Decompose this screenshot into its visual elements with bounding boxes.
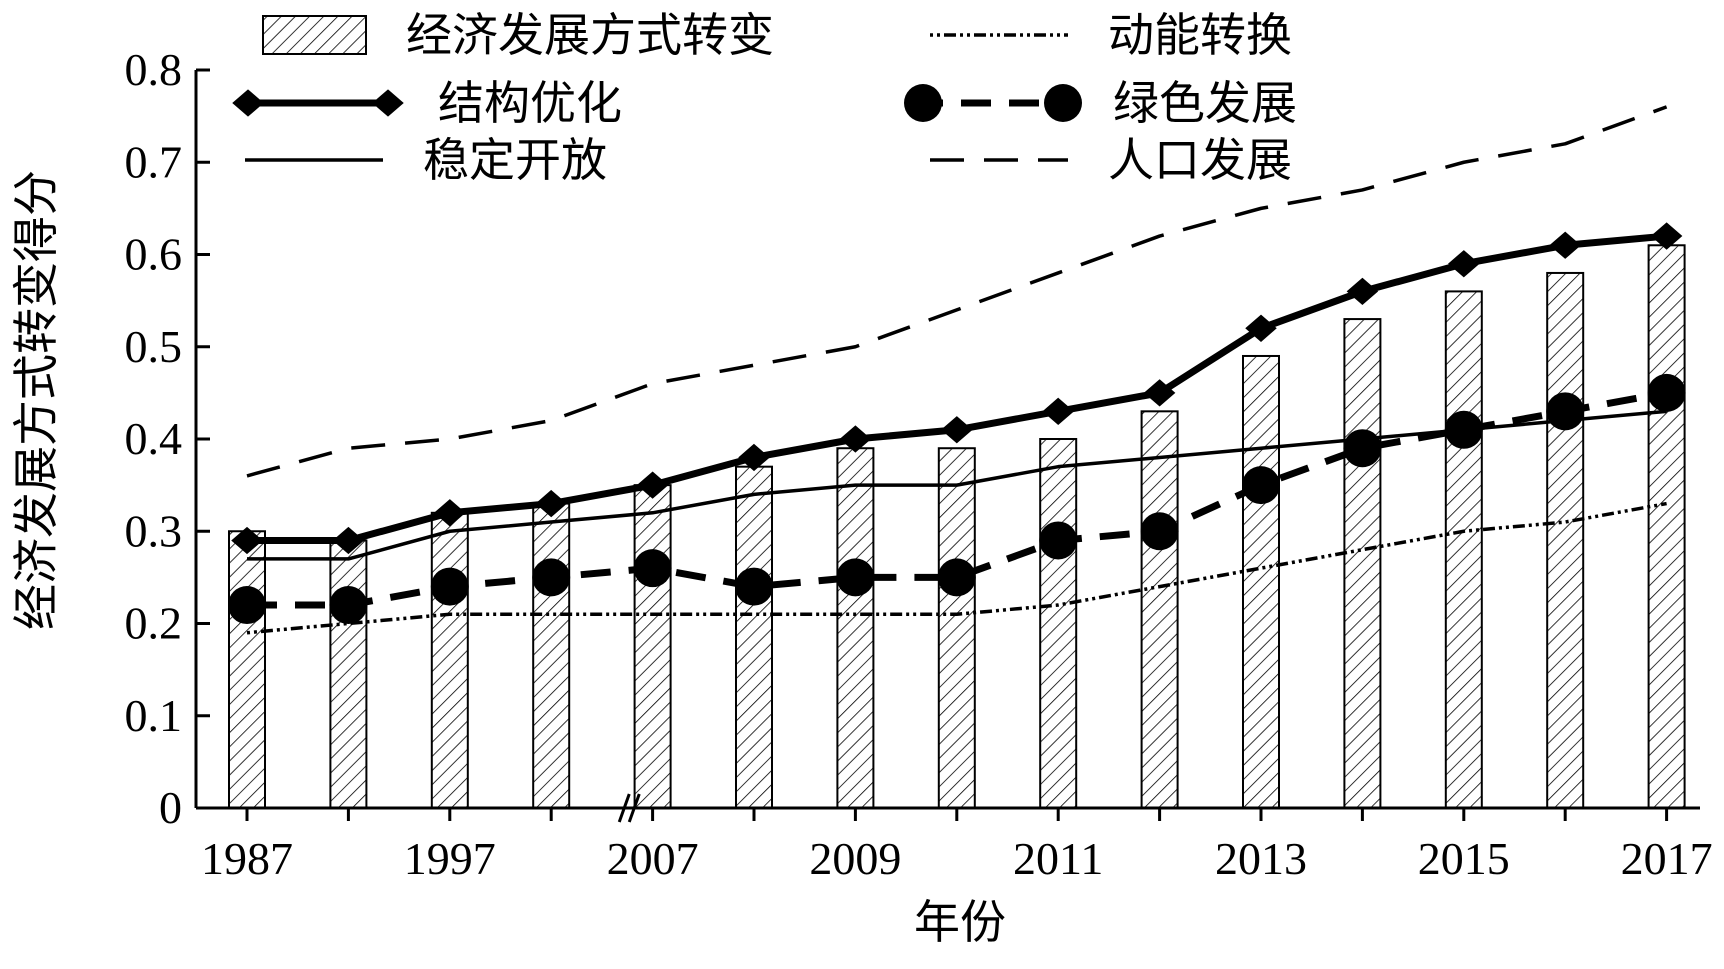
bar-2017 [1647,244,1686,809]
bar-1997 [430,511,469,809]
legend-label-6: 人口发展 [1108,135,1292,186]
x-tick-label-2011: 2011 [1013,833,1103,884]
y-axis-title: 经济发展方式转变得分 [11,170,62,630]
series-line-1 [246,501,1667,635]
bar-1987 [228,530,266,809]
series-2-point-2015 [1448,250,1480,278]
bar-1992 [329,539,368,809]
series-3-point-1987 [228,586,266,625]
legend-marker-4a [904,84,942,122]
series-2-point-2009 [839,425,872,453]
y-tick-label-0.6: 0.6 [125,229,183,280]
series-2-point-2008 [738,443,770,472]
legend-marker-3b [372,89,404,117]
legend-label-1: 经济发展方式转变 [406,10,774,61]
bar-2016 [1546,271,1585,809]
series-2-point-2007 [636,471,669,499]
axis-break-mark-1 [617,793,631,823]
series-3-point-2009 [836,558,875,597]
y-tick-label-0.1: 0.1 [125,690,183,741]
series-3-point-2012 [1140,512,1179,551]
bar-2002 [532,502,571,809]
axes: 0 0.1 0.2 0.3 0.4 0.5 0.6 0.7 0.8 1987 1997 2007 200… [125,44,1713,884]
axis-break-mark-2 [627,793,641,823]
bar-2012 [1140,410,1179,809]
bar-2013 [1242,354,1280,809]
legend-label-2: 动能转换 [1108,10,1292,61]
legend-swatch-1 [262,15,367,55]
x-tick-label-2009: 2009 [809,833,901,884]
series-line-3 [247,389,1668,609]
series-2-point-2013 [1245,314,1277,342]
y-tick-label-0.2: 0.2 [125,598,183,649]
series-2-point-2011 [1042,397,1074,425]
series-3-point-2016 [1546,392,1585,431]
series-3-point-2011 [1039,521,1078,560]
bar-series [228,244,1686,809]
x-tick-label-1987: 1987 [201,833,293,884]
y-tick-label-0.8: 0.8 [125,44,183,95]
x-axis-title: 年份 [914,897,1006,948]
bar-2009 [836,447,875,809]
legend-marker-4b [1044,84,1082,122]
series-2-point-2014 [1346,277,1379,306]
bar-2010 [937,447,976,809]
bar-2011 [1039,438,1078,809]
x-tick-label-2015: 2015 [1418,833,1510,884]
line-series [228,105,1686,635]
series-2-point-2017 [1650,222,1683,250]
bar-2015 [1444,290,1483,809]
series-2-point-1992 [332,526,365,555]
x-tick-label-1997: 1997 [404,833,496,884]
series-2-point-1997 [434,499,466,527]
series-2-point-2012 [1143,379,1176,407]
y-tick-label-0: 0 [159,782,182,833]
series-3-point-2010 [937,558,976,597]
y-tick-label-0.7: 0.7 [125,136,183,187]
series-line-5 [246,105,1668,478]
series-3-point-2002 [532,558,571,597]
bar-2014 [1343,318,1382,809]
series-3-point-2007 [633,549,672,588]
bar-2008 [735,465,773,809]
series-2-point-2002 [535,489,567,518]
series-line-4 [247,409,1667,561]
series-3-point-1992 [329,586,368,625]
series-2-point-2010 [941,416,973,444]
series-3-point-1997 [430,567,469,606]
legend-label-4: 绿色发展 [1113,78,1297,129]
legend-label-5: 稳定开放 [423,135,607,186]
y-tick-label-0.5: 0.5 [125,321,183,372]
legend-label-3: 结构优化 [438,78,622,129]
series-3-point-2014 [1343,429,1382,468]
x-tick-label-2007: 2007 [607,833,699,884]
series-3-point-2017 [1647,373,1686,412]
series-2-point-1987 [231,526,263,555]
y-tick-label-0.4: 0.4 [125,413,183,464]
series-2-point-2016 [1549,231,1581,259]
y-tick-label-0.3: 0.3 [125,505,183,556]
series-3-point-2013 [1242,466,1280,505]
legend-marker-3a [232,89,264,117]
x-tick-label-2013: 2013 [1215,833,1307,884]
series-3-point-2008 [735,567,773,606]
bar-2007 [633,484,672,809]
x-tick-label-2017: 2017 [1621,833,1713,884]
